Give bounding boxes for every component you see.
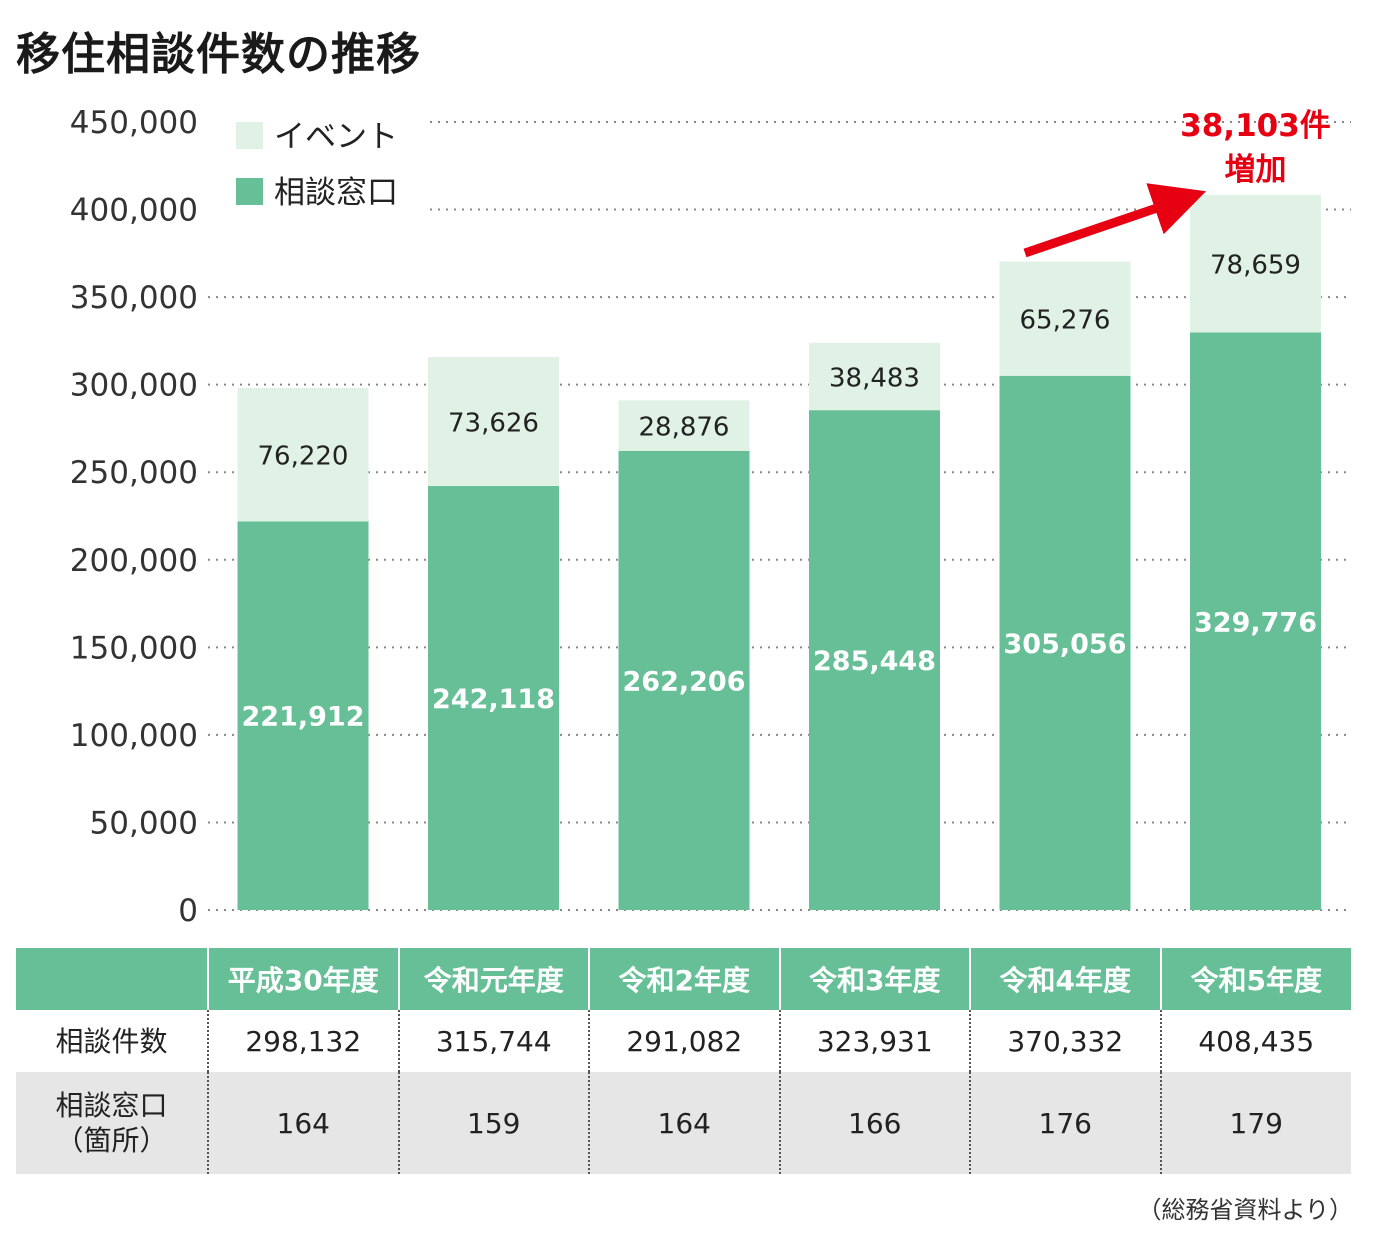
y-tick-label: 450,000	[70, 105, 198, 141]
bar-counter	[809, 410, 940, 910]
data-label-event: 73,626	[448, 409, 539, 439]
y-tick-label: 300,000	[70, 368, 198, 404]
bar-event	[428, 357, 559, 487]
table-cell: 315,744	[397, 1010, 589, 1072]
bar-event	[1190, 194, 1321, 333]
annotation-text: 増加	[1225, 152, 1287, 188]
y-tick-label: 50,000	[90, 805, 198, 841]
bar-counter	[237, 521, 369, 910]
table-row: 相談件数 298,132 315,744 291,082 323,931 370,332 4…	[16, 1010, 1351, 1072]
table-header-year: 令和元年度	[397, 948, 589, 1010]
table-cell: 166	[778, 1072, 970, 1174]
y-axis-ticks: 0 50,000 100,000 150,000 200,000 250,000 300,0…	[70, 105, 198, 929]
data-label-counter: 221,912	[242, 702, 365, 733]
y-tick-label: 350,000	[70, 280, 198, 316]
table-header-year: 令和4年度	[969, 948, 1161, 1010]
table-cell: 179	[1159, 1072, 1351, 1174]
table-cell: 164	[207, 1072, 399, 1174]
legend-swatch-event	[236, 122, 263, 149]
y-tick-label: 200,000	[70, 543, 198, 579]
data-label-event: 78,659	[1210, 251, 1301, 281]
table-row: 相談窓口 （箇所） 164 159 164 166 176 179	[16, 1072, 1351, 1174]
bar-counter	[999, 375, 1131, 910]
increase-arrow	[1023, 183, 1207, 258]
table-cell: 408,435	[1159, 1010, 1351, 1072]
data-label-event: 38,483	[829, 363, 920, 393]
table-header-blank	[16, 948, 208, 1010]
data-label-counter: 242,118	[432, 684, 555, 715]
data-label-counter: 262,206	[623, 666, 746, 697]
table-cell: 298,132	[207, 1010, 399, 1072]
bar-event	[809, 342, 940, 411]
y-tick-label: 100,000	[70, 718, 198, 754]
legend-label-counter: 相談窓口	[274, 175, 398, 211]
table-header-year: 令和3年度	[778, 948, 970, 1010]
table-cell: 164	[588, 1072, 780, 1174]
table-row-label: 相談件数	[16, 1010, 208, 1072]
bar-event	[999, 261, 1131, 376]
y-tick-label: 150,000	[70, 630, 198, 666]
table-cell: 176	[969, 1072, 1161, 1174]
data-label-event: 76,220	[258, 442, 349, 472]
legend-label-event: イベント	[274, 119, 398, 155]
data-table: 平成30年度 令和元年度 令和2年度 令和3年度 令和4年度 令和5年度 相談件数 298,…	[16, 948, 1351, 1174]
table-header-row: 平成30年度 令和元年度 令和2年度 令和3年度 令和4年度 令和5年度	[16, 948, 1351, 1010]
data-label-counter: 329,776	[1194, 607, 1317, 638]
table-row-label: 相談窓口 （箇所）	[16, 1072, 208, 1174]
y-tick-label: 400,000	[70, 193, 198, 229]
data-label-counter: 305,056	[1004, 629, 1127, 660]
bar-counter	[1190, 332, 1321, 910]
table-header-year: 令和2年度	[588, 948, 780, 1010]
legend-swatch-counter	[236, 178, 263, 205]
data-label-event: 28,876	[639, 413, 730, 443]
table-cell: 159	[397, 1072, 589, 1174]
y-tick-label: 0	[178, 893, 198, 929]
table-header-year: 平成30年度	[207, 948, 399, 1010]
table-header-year: 令和5年度	[1159, 948, 1351, 1010]
bar-event	[237, 387, 369, 522]
y-tick-label: 250,000	[70, 455, 198, 491]
annotation-amount: 38,103件	[1180, 108, 1331, 144]
bars: 76,220 221,912 73,626 242,118 28,876 262,206 3…	[237, 194, 1321, 910]
chart-title: 移住相談件数の推移	[16, 29, 421, 80]
data-label-event: 65,276	[1020, 306, 1111, 336]
stacked-bar-chart: 0 50,000 100,000 150,000 200,000 250,000 300,0…	[70, 105, 1351, 929]
table-cell: 323,931	[778, 1010, 970, 1072]
data-label-counter: 285,448	[813, 646, 936, 677]
table-cell: 291,082	[588, 1010, 780, 1072]
source-note: （総務省資料より）	[1137, 1196, 1353, 1224]
bar-event	[618, 400, 750, 451]
table-cell: 370,332	[969, 1010, 1161, 1072]
bar-counter	[428, 486, 559, 910]
bar-counter	[618, 450, 750, 910]
gridlines	[208, 121, 1351, 911]
